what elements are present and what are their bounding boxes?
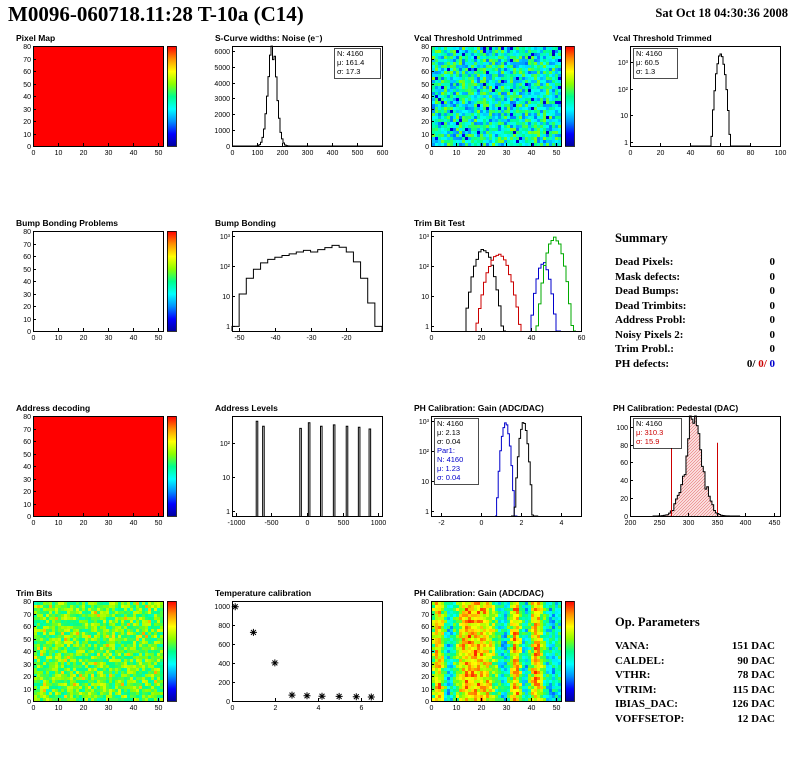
- addr-levels-plot: [199, 400, 398, 585]
- opparams-row: VOFFSETOP: 12 DAC: [615, 712, 775, 727]
- panel-vcal-trimmed: [597, 30, 796, 215]
- vcal-untrimmed-plot: [398, 30, 597, 215]
- summary-row-value: 0: [769, 256, 776, 268]
- opparams-row-value: 151 DAC: [731, 640, 775, 652]
- pixel-map-plot: [0, 30, 199, 215]
- summary-row-value: 0: [769, 314, 776, 326]
- summary-row: PH defects: 0/ 0/ 0: [615, 357, 775, 372]
- opparams-title: Op. Parameters: [615, 615, 700, 629]
- summary-row-label: Dead Pixels:: [615, 256, 674, 268]
- summary-row-label: Address Probl:: [615, 314, 686, 326]
- vcal-trimmed-plot: [597, 30, 796, 215]
- opparams-row: VTHR: 78 DAC: [615, 668, 775, 683]
- summary-row-value: 0: [769, 299, 776, 312]
- panel-addr-levels: [199, 400, 398, 585]
- summary-row: Mask defects: 0: [615, 270, 775, 285]
- panel-trim-bits: [0, 585, 199, 770]
- summary-row: Address Probl: 0: [615, 313, 775, 328]
- panel-trimbit-test: [398, 215, 597, 400]
- opparams-row: IBIAS_DAC: 126 DAC: [615, 697, 775, 712]
- summary-row-value: 0/ 0/ 0: [747, 357, 775, 372]
- summary-row: Dead Bumps: 0: [615, 284, 775, 299]
- plot-grid: Summary Dead Pixels: 0 Mask defects: 0 Dead B…: [0, 30, 796, 770]
- summary-row-label: Dead Bumps:: [615, 285, 679, 297]
- opparams-row: VANA: 151 DAC: [615, 639, 775, 654]
- canvas-header: M0096-060718.11:28 T-10a (C14) Sat Oct 1…: [0, 0, 796, 30]
- summary-row: Dead Pixels: 0: [615, 255, 775, 270]
- summary-panel: Summary Dead Pixels: 0 Mask defects: 0 Dead B…: [597, 215, 796, 371]
- summary-row: Trim Probl.: 0: [615, 342, 775, 357]
- panel-gain-hist: [398, 400, 597, 585]
- summary-value-part: 0/: [755, 357, 767, 370]
- panel-pixel-map: [0, 30, 199, 215]
- panel-vcal-untrimmed: [398, 30, 597, 215]
- panel-temp-cal: [199, 585, 398, 770]
- trim-bits-plot: [0, 585, 199, 770]
- summary-title: Summary: [615, 231, 668, 245]
- opparams-row-label: IBIAS_DAC:: [615, 698, 678, 710]
- scurve-noise-plot: [199, 30, 398, 215]
- opparams-row: CALDEL: 90 DAC: [615, 654, 775, 669]
- summary-row-label: PH defects:: [615, 357, 670, 370]
- temp-cal-plot: [199, 585, 398, 770]
- addr-decoding-plot: [0, 400, 199, 585]
- panel-summary: Summary Dead Pixels: 0 Mask defects: 0 Dead B…: [597, 215, 796, 400]
- opparams-row-label: VOFFSETOP:: [615, 712, 685, 725]
- gain-hist-plot: [398, 400, 597, 585]
- panel-opparams: Op. Parameters VANA: 151 DAC CALDEL: 90 DAC V…: [597, 585, 796, 770]
- opparams-row-label: VTHR:: [615, 669, 651, 681]
- opparams-row-value: 12 DAC: [737, 712, 775, 725]
- opparams-row-value: 126 DAC: [731, 698, 775, 710]
- summary-row-label: Dead Trimbits:: [615, 299, 687, 312]
- summary-value-part: 0/: [746, 357, 756, 370]
- panel-addr-decoding: [0, 400, 199, 585]
- panel-bump-bonding: [199, 215, 398, 400]
- panel-scurve-noise: [199, 30, 398, 215]
- summary-row-label: Trim Probl.:: [615, 343, 674, 355]
- timestamp: Sat Oct 18 04:30:36 2008: [655, 6, 788, 20]
- opparams-panel: Op. Parameters VANA: 151 DAC CALDEL: 90 DAC V…: [597, 585, 796, 726]
- page-title: M0096-060718.11:28 T-10a (C14): [8, 2, 304, 26]
- opparams-row-value: 90 DAC: [737, 654, 775, 667]
- summary-row: Dead Trimbits: 0: [615, 299, 775, 314]
- opparams-row-label: VTRIM:: [615, 683, 657, 696]
- summary-row-label: Noisy Pixels 2:: [615, 328, 684, 341]
- summary-row: Noisy Pixels 2: 0: [615, 328, 775, 343]
- summary-row-value: 0: [769, 270, 776, 283]
- panel-pedestal: [597, 400, 796, 585]
- summary-row-value: 0: [769, 328, 776, 341]
- trimbit-test-plot: [398, 215, 597, 400]
- bump-problems-plot: [0, 215, 199, 400]
- opparams-row-value: 78 DAC: [737, 669, 775, 681]
- bump-bonding-plot: [199, 215, 398, 400]
- opparams-row: VTRIM: 115 DAC: [615, 683, 775, 698]
- summary-value-part: 0: [766, 357, 776, 370]
- panel-bump-problems: [0, 215, 199, 400]
- opparams-row-label: CALDEL:: [615, 654, 665, 667]
- pedestal-plot: [597, 400, 796, 585]
- summary-row-value: 0: [769, 285, 776, 297]
- summary-row-value: 0: [769, 343, 776, 355]
- opparams-row-value: 115 DAC: [732, 683, 775, 696]
- panel-gain-map: [398, 585, 597, 770]
- summary-row-label: Mask defects:: [615, 270, 681, 283]
- opparams-row-label: VANA:: [615, 640, 650, 652]
- gain-map-plot: [398, 585, 597, 770]
